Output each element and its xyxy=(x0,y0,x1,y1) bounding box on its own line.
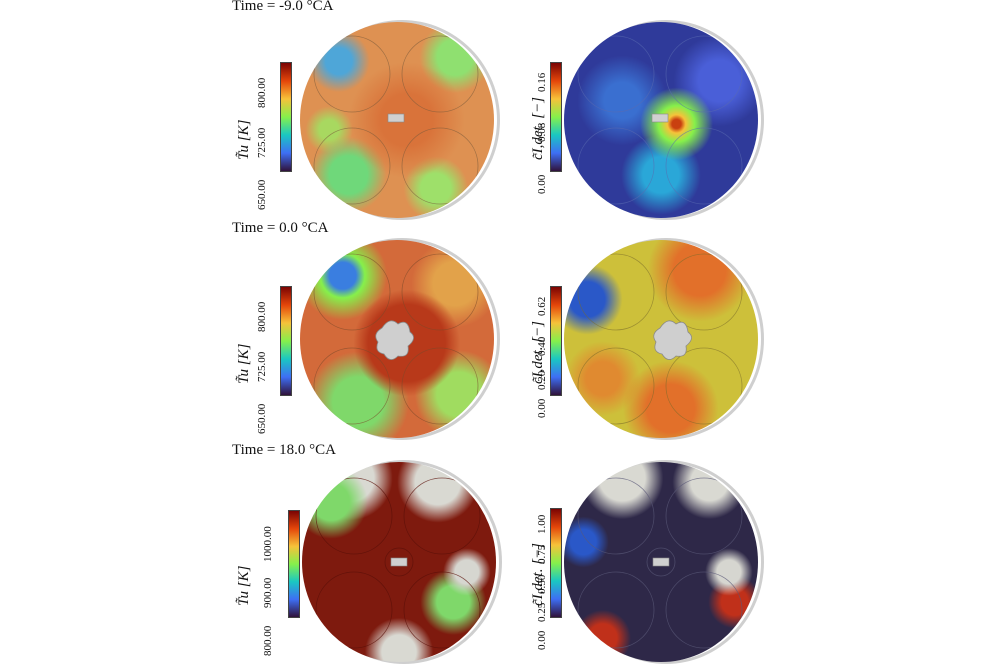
valve-outlines xyxy=(313,253,479,425)
concentration-panel: c̃I,det. [−] 1.00 0.75 0.50 0.25 0.00 xyxy=(510,460,775,664)
colorbar xyxy=(280,62,292,172)
colorbar xyxy=(550,62,562,172)
temperature-panel: T̃u [K] 800.00 725.00 650.00 xyxy=(232,20,500,220)
colorbar-tick: 0.08 xyxy=(536,122,548,142)
time-label: Time = 0.0 °CA xyxy=(232,220,329,236)
valve-outlines xyxy=(577,477,743,649)
colorbar-tick: 0.16 xyxy=(536,72,548,92)
valve-outlines xyxy=(313,35,479,205)
colorbar-tick: 0.00 xyxy=(536,398,548,418)
colorbar-tick: 0.25 xyxy=(536,602,548,622)
colorbar-tick: 0.75 xyxy=(536,544,548,564)
colorbar-tick: 800.00 xyxy=(256,77,268,108)
temperature-panel: T̃u [K] 1000.00 900.00 800.00 xyxy=(232,460,502,664)
colorbar-tick: 1000.00 xyxy=(262,526,274,562)
colorbar-tick: 650.00 xyxy=(256,179,268,210)
cylinder-head-field xyxy=(300,240,494,438)
colorbar-label: T̃u [K] xyxy=(236,119,252,160)
valve-outlines xyxy=(577,253,743,425)
colorbar-tick: 0.62 xyxy=(536,296,548,316)
colorbar-tick: 725.00 xyxy=(256,351,268,382)
colorbar-tick: 0.40 xyxy=(536,336,548,356)
colorbar xyxy=(550,286,562,396)
colorbar-tick: 0.00 xyxy=(536,630,548,650)
cylinder-head-field xyxy=(564,462,758,662)
row-time-0: Time = 0.0 °CA T̃u [K] 800.00 725.00 650… xyxy=(0,220,1000,444)
colorbar-tick: 900.00 xyxy=(262,577,274,608)
colorbar xyxy=(550,508,562,618)
concentration-panel: c̃I,det. [−] 0.62 0.40 0.20 0.00 xyxy=(510,238,775,442)
colorbar-tick: 800.00 xyxy=(256,301,268,332)
colorbar-label: T̃u [K] xyxy=(236,343,252,384)
colorbar-tick: 0.50 xyxy=(536,574,548,594)
time-label: Time = -9.0 °CA xyxy=(232,0,334,14)
row-time-m9: Time = -9.0 °CA T̃u [K] 800.00 725.00 65… xyxy=(0,0,1000,222)
valve-outlines xyxy=(315,477,481,649)
valve-outlines xyxy=(577,35,743,205)
cylinder-head-field xyxy=(302,462,496,662)
cylinder-head-field xyxy=(564,240,758,438)
temperature-panel: T̃u [K] 800.00 725.00 650.00 xyxy=(232,238,500,442)
concentration-panel: c̃I,det. [−] 0.16 0.08 0.00 xyxy=(510,20,775,220)
colorbar-label: T̃u [K] xyxy=(236,565,252,606)
colorbar-tick: 1.00 xyxy=(536,514,548,534)
colorbar-tick: 725.00 xyxy=(256,127,268,158)
cylinder-head-field xyxy=(300,22,494,218)
colorbar-tick: 0.00 xyxy=(536,174,548,194)
row-time-18: Time = 18.0 °CA T̃u [K] 1000.00 900.00 8… xyxy=(0,442,1000,666)
time-label: Time = 18.0 °CA xyxy=(232,442,336,458)
colorbar xyxy=(280,286,292,396)
colorbar xyxy=(288,510,300,618)
cylinder-head-field xyxy=(564,22,758,218)
colorbar-tick: 0.20 xyxy=(536,370,548,390)
colorbar-tick: 800.00 xyxy=(262,625,274,656)
colorbar-tick: 650.00 xyxy=(256,403,268,434)
